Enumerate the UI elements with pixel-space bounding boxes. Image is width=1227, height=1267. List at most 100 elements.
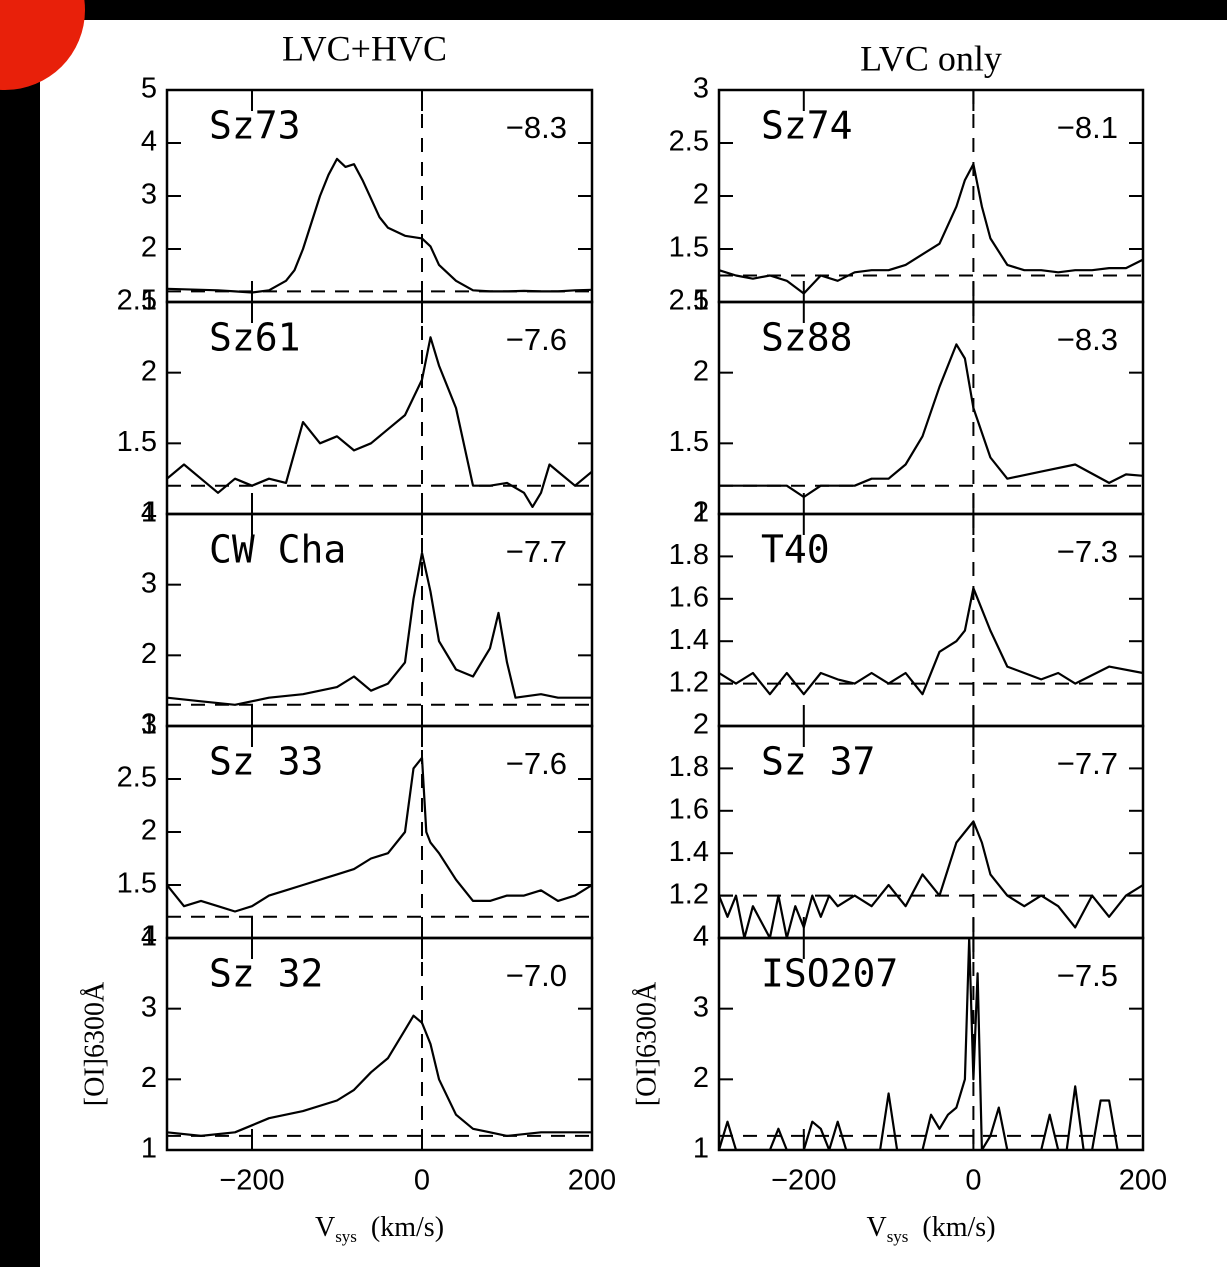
y-tick-label: 2.5: [117, 285, 157, 317]
spectrum-line: [719, 343, 1143, 499]
x-tick-label: −200: [771, 1165, 836, 1197]
spectrum-line: [719, 587, 1143, 696]
y-tick-label: 1.2: [669, 666, 709, 698]
panel: [719, 514, 1143, 726]
y-tick-label: 2: [141, 232, 157, 264]
y-tick-label: 2: [693, 1062, 709, 1094]
y-tick-label: 1.4: [669, 624, 709, 656]
panel: [167, 938, 592, 1150]
y-tick-label: 4: [141, 921, 157, 953]
column-title: LVC+HVC: [282, 28, 447, 68]
y-tick-label: 1: [141, 921, 157, 953]
y-tick-label: 1: [693, 497, 709, 529]
y-tick-label: 1.8: [669, 539, 709, 571]
y-tick-label: 1.6: [669, 793, 709, 825]
spectrum-line: [167, 551, 592, 706]
y-tick-label: 2: [693, 709, 709, 741]
y-tick-label: 1.2: [669, 878, 709, 910]
canvas: [40, 20, 1227, 1267]
panel-label: Sz 32: [209, 952, 323, 996]
panel-value: −7.6: [506, 322, 567, 357]
y-tick-label: 1.4: [669, 836, 709, 868]
y-tick-label: 4: [693, 921, 709, 953]
panel-label: Sz61: [209, 316, 301, 360]
panel: [719, 938, 1143, 1150]
panel: [719, 726, 1143, 938]
x-tick-label: −200: [219, 1165, 284, 1197]
y-tick-label: 2: [693, 179, 709, 211]
y-tick-label: 1: [141, 1133, 157, 1165]
panel-label: Sz 33: [209, 740, 323, 784]
panel-frame: [717, 936, 1145, 1152]
panel: [167, 302, 592, 514]
y-tick-label: 1.5: [117, 868, 157, 900]
spectrum-line: [167, 1014, 592, 1137]
y-tick-label: 2.5: [117, 762, 157, 794]
y-tick-label: 3: [693, 73, 709, 105]
y-tick-label: 1.5: [117, 426, 157, 458]
y-tick-label: 3: [141, 567, 157, 599]
y-tick-label: 1.6: [669, 581, 709, 613]
panel-value: −8.1: [1057, 110, 1118, 145]
panel-label: Sz 37: [761, 740, 875, 784]
column-title: LVC only: [860, 38, 1002, 78]
x-tick-label: 0: [965, 1165, 981, 1197]
panel-value: −8.3: [1057, 322, 1118, 357]
y-tick-label: 2: [141, 638, 157, 670]
y-tick-label: 2: [693, 497, 709, 529]
panel-label: Sz88: [761, 316, 853, 360]
x-label-sub: sys: [887, 1227, 909, 1246]
panel: [719, 302, 1143, 514]
panel-label: Sz74: [761, 104, 853, 148]
x-axis-label: Vsys (km/s): [866, 1212, 995, 1245]
panel-label: Sz73: [209, 104, 301, 148]
y-tick-label: 1.5: [669, 232, 709, 264]
spectrum-line: [719, 820, 1143, 938]
panel: [719, 90, 1143, 302]
panel-label: CW Cha: [209, 528, 346, 572]
panel-value: −7.5: [1057, 958, 1118, 993]
y-axis-label: [OI]6300Å: [79, 981, 110, 1106]
y-tick-label: 1.5: [669, 426, 709, 458]
panel-value: −7.0: [506, 958, 567, 993]
spectrum-line: [719, 163, 1143, 295]
y-tick-label: 4: [141, 126, 157, 158]
x-label-sub: sys: [335, 1227, 357, 1246]
x-label-unit: (km/s): [371, 1212, 444, 1243]
spectrum-line: [167, 336, 592, 508]
panel-label: T40: [761, 528, 830, 572]
y-tick-label: 2: [141, 815, 157, 847]
x-tick-label: 200: [568, 1165, 616, 1197]
y-tick-label: 3: [693, 991, 709, 1023]
x-axis-label: Vsys (km/s): [315, 1212, 444, 1245]
red-badge: [0, 0, 85, 90]
y-tick-label: 3: [141, 179, 157, 211]
spectrum-line: [167, 756, 592, 913]
panel: [167, 514, 592, 726]
y-tick-label: 4: [141, 497, 157, 529]
y-tick-label: 5: [141, 73, 157, 105]
panel: [167, 726, 592, 938]
y-tick-label: 2: [141, 1062, 157, 1094]
x-label-main: V: [866, 1212, 886, 1243]
y-tick-label: 2: [141, 355, 157, 387]
x-label-main: V: [315, 1212, 335, 1243]
panel: [167, 90, 592, 302]
panel-label: ISO207: [761, 952, 898, 996]
y-tick-label: 1: [141, 709, 157, 741]
y-tick-label: 1: [693, 285, 709, 317]
panel-frame: [165, 936, 594, 1152]
y-tick-label: 2.5: [669, 126, 709, 158]
x-tick-label: 0: [414, 1165, 430, 1197]
y-tick-label: 3: [141, 991, 157, 1023]
panel-value: −8.3: [506, 110, 567, 145]
x-tick-label: 200: [1119, 1165, 1167, 1197]
panel-value: −7.6: [506, 746, 567, 781]
panel-value: −7.3: [1057, 534, 1118, 569]
x-label-unit: (km/s): [922, 1212, 995, 1243]
y-tick-label: 1: [141, 285, 157, 317]
panel-value: −7.7: [1057, 746, 1118, 781]
y-tick-label: 1: [693, 1133, 709, 1165]
y-tick-label: 3: [141, 709, 157, 741]
